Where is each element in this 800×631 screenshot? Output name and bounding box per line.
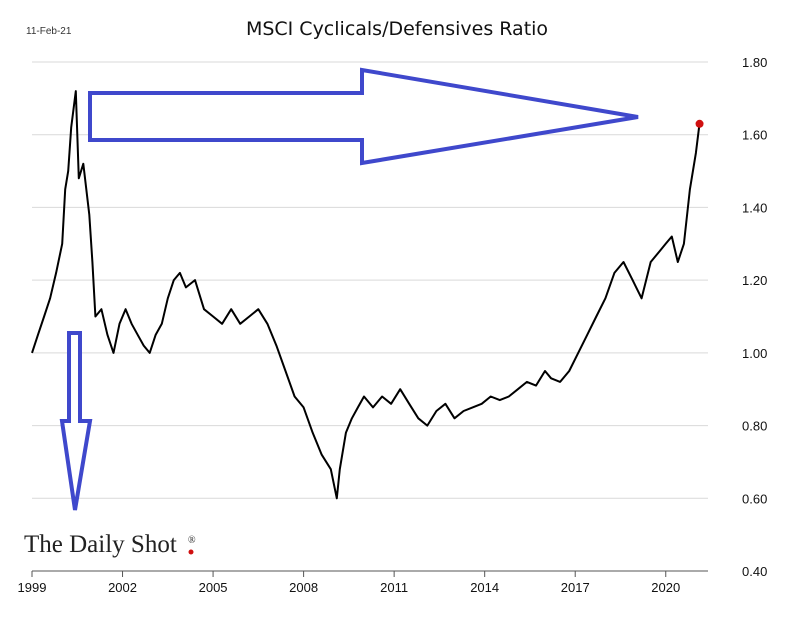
brand-registered-mark: ® — [188, 535, 196, 546]
series-layer — [31, 90, 704, 500]
right-arrow-annotation — [88, 67, 639, 166]
y-axis: 1.80 1.60 1.40 1.20 1.00 0.80 0.60 0.40 — [742, 55, 767, 579]
x-tick-label: 2017 — [561, 580, 590, 595]
y-tick-label: 1.40 — [742, 200, 767, 215]
y-tick-label: 0.60 — [742, 491, 767, 506]
brand-name: The Daily Shot — [24, 531, 177, 558]
y-tick-label: 1.00 — [742, 346, 767, 361]
y-tick-label: 1.20 — [742, 273, 767, 288]
down-arrow-annotation — [59, 331, 93, 511]
x-tick-label: 2014 — [470, 580, 499, 595]
x-tick-label: 2002 — [108, 580, 137, 595]
last-value-point — [695, 119, 704, 128]
x-tick-label: 2011 — [380, 580, 408, 595]
y-tick-label: 0.40 — [742, 564, 767, 579]
y-tick-label: 1.60 — [742, 128, 767, 143]
series-line — [31, 90, 701, 500]
x-tick-label: 2008 — [289, 580, 318, 595]
daily-shot-logo: The Daily Shot ® — [24, 531, 196, 558]
y-tick-label: 0.80 — [742, 419, 767, 434]
x-tick-label: 2005 — [199, 580, 228, 595]
y-tick-label: 1.80 — [742, 55, 767, 70]
chart-title: MSCI Cyclicals/Defensives Ratio — [246, 18, 548, 40]
x-tick-label: 2020 — [651, 580, 680, 595]
x-axis: 1999 2002 2005 2008 2011 2014 2017 2020 — [18, 570, 708, 595]
x-tick-label: 1999 — [18, 580, 47, 595]
brand-dot — [188, 549, 194, 555]
chart-date: 11-Feb-21 — [26, 26, 72, 37]
